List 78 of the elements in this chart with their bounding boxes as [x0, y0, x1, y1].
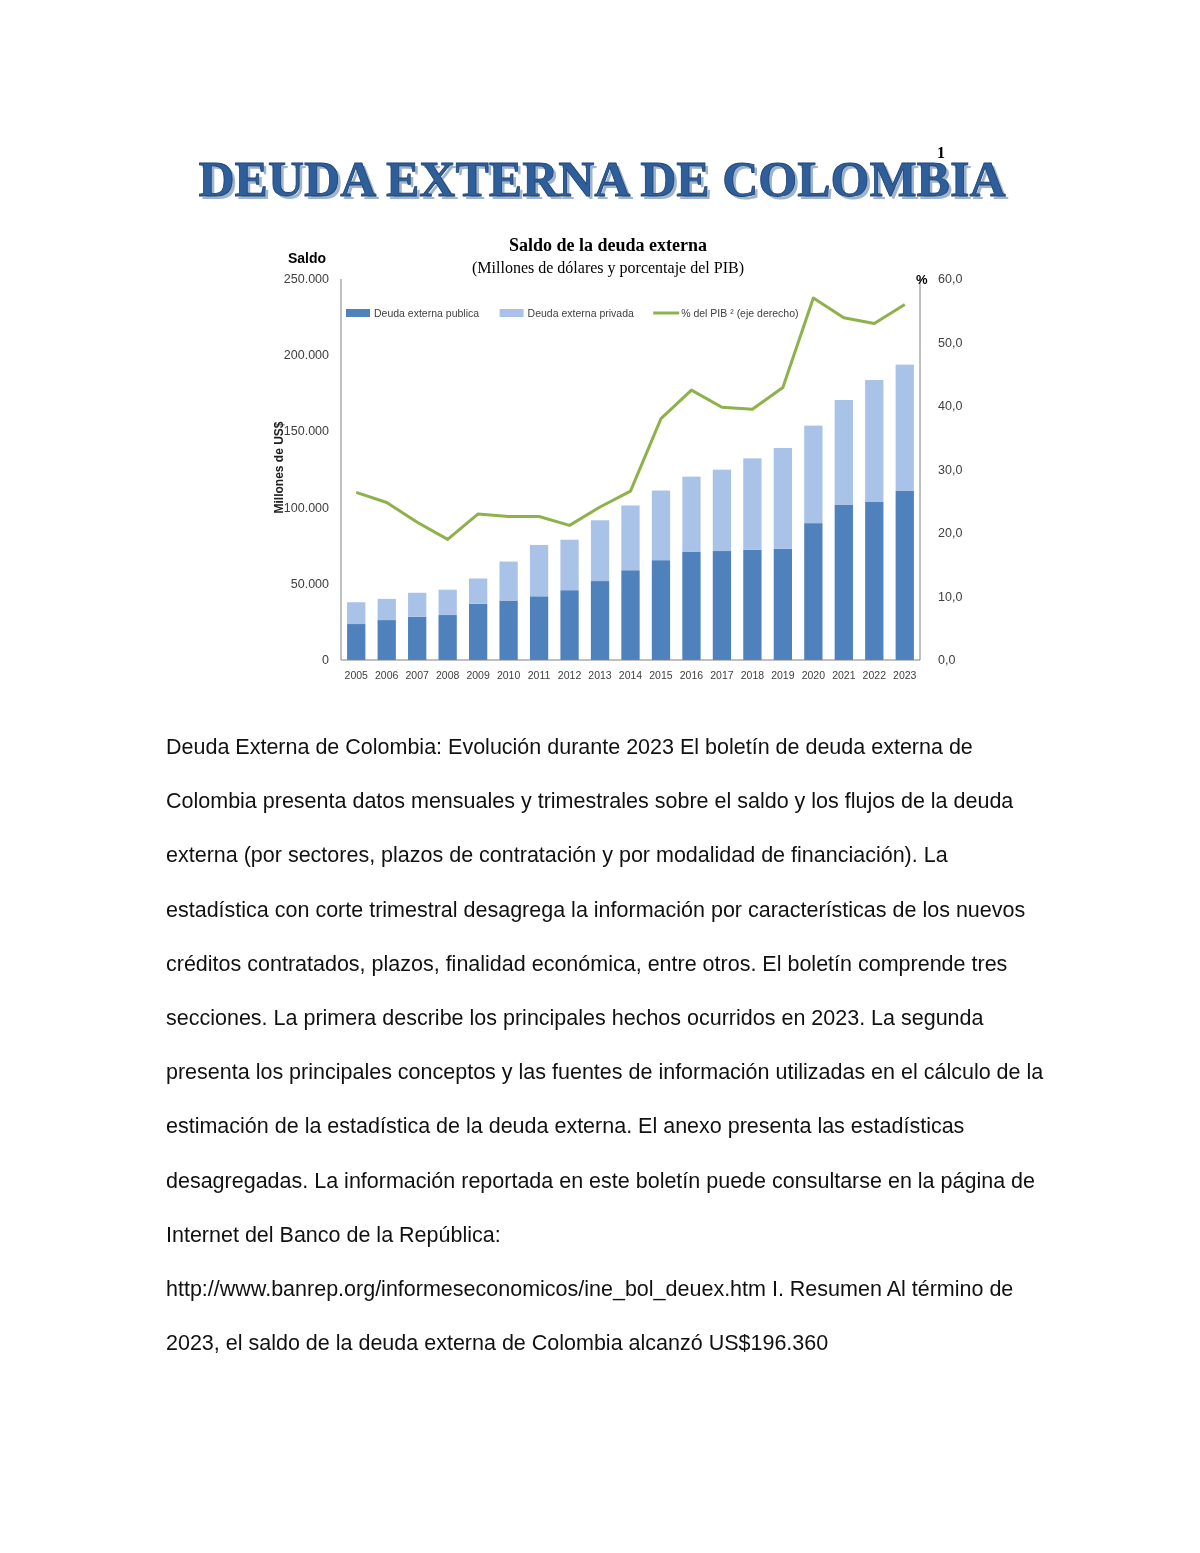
- x-tick-label: 2020: [801, 669, 826, 681]
- legend-label: % del PIB ² (eje derecho): [681, 307, 799, 319]
- bar: [590, 520, 610, 582]
- bar: [560, 539, 579, 591]
- x-tick-label: 2019: [771, 669, 795, 681]
- bar: [804, 425, 823, 524]
- x-tick-label: 2022: [862, 669, 887, 681]
- bar: [682, 476, 701, 552]
- x-tick-label: 2007: [405, 669, 430, 681]
- bar: [651, 560, 671, 660]
- bar: [529, 596, 549, 660]
- y2-tick-label: 0,0: [938, 653, 956, 667]
- bar: [621, 505, 640, 571]
- bar: [804, 523, 823, 660]
- y2-axis-title: %: [916, 272, 928, 287]
- bar: [347, 624, 366, 660]
- bar: [408, 592, 427, 617]
- chart-subtitle: (Millones de dólares y porcentaje del PIB): [472, 259, 744, 277]
- chart-title: Saldo de la deuda externa: [508, 235, 708, 255]
- legend-label: Deuda externa publica: [374, 307, 480, 319]
- text: Deuda Externa de Colombia: Evolución durante 2023 El boletín de deuda externa de Colombia presenta datos mensuales y trimestrales sobre el saldo y los flujos de la deuda externa (por sectores, plazos de contratación y por modalidad de financiación). La estadística con corte trimestral desagrega la información por características de los nuevos créditos contratados, plazos, finalidad económica, entre otros. El boletín comprende tres secciones. La primera describe los principales hechos ocurridos en 2023. La segunda presenta los principales conceptos y las fuentes de información utilizadas en el cálculo de la estimación de la estadística de la deuda externa. El anexo presenta las estadísticas desagregadas. La información reportada en este boletín puede consultarse en la página de Internet del Banco de la República: http://www.banrep.org/informeseconomicos/ine_bol_deuex.htm I. Resumen Al término de 2023, el saldo de la deuda externa de Colombia alcanzó US$196.360: [166, 735, 1044, 1356]
- bar: [499, 600, 518, 660]
- x-tick-label: 2016: [679, 669, 704, 681]
- bar: [560, 590, 579, 660]
- y-tick-label: 200.000: [283, 348, 330, 363]
- x-tick-label: 2006: [375, 669, 399, 681]
- x-tick-label: 2013: [588, 669, 612, 681]
- y2-tick-label: 30,0: [938, 462, 963, 477]
- bar: [773, 448, 793, 549]
- bar: [743, 458, 762, 550]
- bar: [743, 549, 762, 660]
- y2-tick-label: 60,0: [938, 272, 963, 286]
- bar: [773, 548, 793, 660]
- x-tick-label: 2009: [466, 669, 490, 681]
- y-tick-label: 0: [322, 653, 330, 667]
- bar: [834, 400, 853, 505]
- x-tick-label: 2015: [649, 669, 673, 681]
- bar: [865, 380, 884, 502]
- bar: [377, 620, 396, 660]
- bar: [865, 501, 884, 660]
- bar: [438, 615, 457, 660]
- y2-tick-label: 10,0: [938, 589, 963, 604]
- y2-tick-label: 40,0: [938, 399, 963, 413]
- bar: [712, 551, 732, 660]
- y-tick-label: 250.000: [283, 272, 330, 286]
- x-tick-label: 2008: [435, 669, 460, 681]
- bar: [834, 504, 853, 660]
- y2-tick-label: 50,0: [938, 335, 963, 350]
- bar: [682, 551, 701, 660]
- x-tick-label: 2010: [496, 669, 521, 681]
- legend-label: Deuda externa privada: [527, 307, 634, 319]
- bar: [590, 581, 610, 660]
- bar: [712, 469, 732, 552]
- bar: [377, 598, 396, 621]
- x-tick-label: 2011: [527, 669, 551, 681]
- bar: [408, 616, 427, 660]
- x-tick-label: 2017: [710, 669, 734, 681]
- bar: [438, 589, 457, 616]
- x-tick-label: 2012: [557, 669, 582, 681]
- bar: [621, 570, 640, 660]
- bar: [347, 602, 366, 625]
- x-tick-label: 2021: [832, 669, 856, 681]
- line-series: [354, 296, 907, 541]
- bar: [468, 578, 488, 604]
- y-tick-label: 100.000: [283, 500, 330, 515]
- x-tick-label: 2014: [618, 669, 643, 681]
- bar: [895, 490, 914, 660]
- x-tick-label: 2018: [740, 669, 765, 681]
- y-tick-label: 50.000: [290, 576, 330, 591]
- bar: [468, 603, 488, 660]
- x-tick-label: 2005: [344, 669, 369, 681]
- bar: [499, 561, 518, 601]
- text: Saldo: [288, 250, 327, 266]
- bar: [529, 544, 549, 597]
- bar: [651, 490, 671, 561]
- y2-tick-label: 20,0: [938, 526, 963, 540]
- bar: [895, 364, 914, 491]
- x-tick-label: 2023: [893, 669, 917, 681]
